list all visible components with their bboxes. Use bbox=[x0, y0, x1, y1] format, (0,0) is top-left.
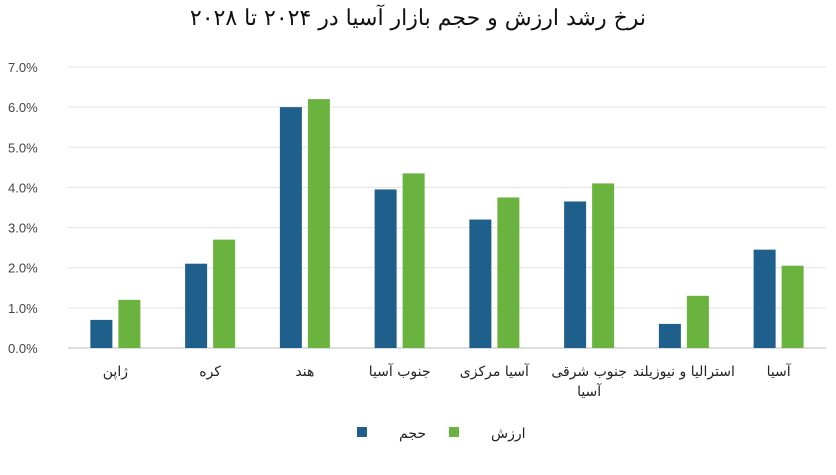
bar-volume bbox=[90, 319, 113, 348]
x-tick-label: جنوب آسیا bbox=[369, 363, 431, 380]
bar-volume bbox=[753, 249, 776, 348]
bar-volume bbox=[469, 219, 492, 348]
y-tick-label: 5.0% bbox=[8, 140, 38, 155]
y-tick-label: 4.0% bbox=[8, 180, 38, 195]
legend-label: ارزش bbox=[491, 426, 526, 442]
y-tick-label: 7.0% bbox=[8, 60, 38, 75]
y-tick-label: 2.0% bbox=[8, 261, 38, 276]
bar-volume bbox=[564, 201, 587, 348]
bar-value bbox=[213, 239, 236, 348]
bar-volume bbox=[185, 263, 208, 348]
bar-value bbox=[686, 295, 709, 348]
y-tick-label: 0.0% bbox=[8, 341, 38, 356]
y-tick-label: 3.0% bbox=[8, 221, 38, 236]
x-tick-label: آسیا bbox=[767, 363, 792, 380]
bar-value bbox=[118, 299, 141, 348]
x-tick-label: آسیا مرکزی bbox=[460, 363, 530, 380]
x-tick-label: جنوب شرقی bbox=[551, 364, 627, 380]
y-tick-label: 1.0% bbox=[8, 301, 38, 316]
y-tick-label: 6.0% bbox=[8, 100, 38, 115]
bar-value bbox=[497, 197, 520, 348]
bar-volume bbox=[658, 323, 681, 348]
legend-label: حجم bbox=[399, 426, 426, 442]
x-tick-label: کره bbox=[199, 364, 221, 380]
x-tick-label: استرالیا و نیوزیلند bbox=[633, 364, 735, 380]
bar-volume bbox=[279, 107, 302, 349]
bar-value bbox=[402, 173, 425, 348]
legend-swatch bbox=[449, 427, 459, 437]
bar-value bbox=[781, 265, 804, 348]
bar-volume bbox=[374, 189, 397, 348]
bar-value bbox=[307, 99, 330, 348]
chart-title: نرخ رشد ارزش و حجم بازار آسیا در ۲۰۲۴ تا… bbox=[189, 6, 647, 31]
x-tick-label: ژاپن bbox=[103, 364, 128, 380]
legend-swatch bbox=[357, 427, 367, 437]
x-tick-label: آسیا bbox=[577, 383, 602, 400]
x-tick-label: هند bbox=[295, 364, 314, 380]
bar-value bbox=[592, 183, 615, 348]
